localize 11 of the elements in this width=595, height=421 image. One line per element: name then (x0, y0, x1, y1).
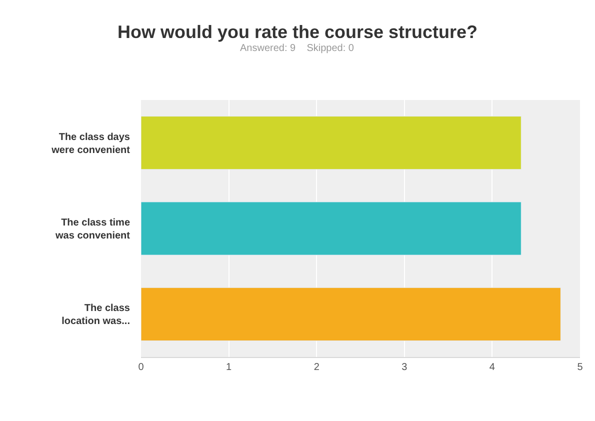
x-tick-label: 3 (402, 362, 408, 373)
chart-subtitle: Answered: 9 Skipped: 0 (240, 43, 354, 54)
x-tick-label: 0 (138, 362, 144, 373)
chart-title: How would you rate the course structure? (117, 22, 478, 42)
x-tick-label: 2 (314, 362, 320, 373)
x-tick-label: 5 (577, 362, 584, 373)
x-tick-label: 4 (489, 362, 496, 373)
y-tick-label: The class time was convenient (54, 218, 131, 242)
y-tick-label: The class days were convenient (50, 132, 131, 156)
y-tick-label: The class location was... (62, 303, 130, 328)
x-tick-label: 1 (226, 362, 232, 373)
